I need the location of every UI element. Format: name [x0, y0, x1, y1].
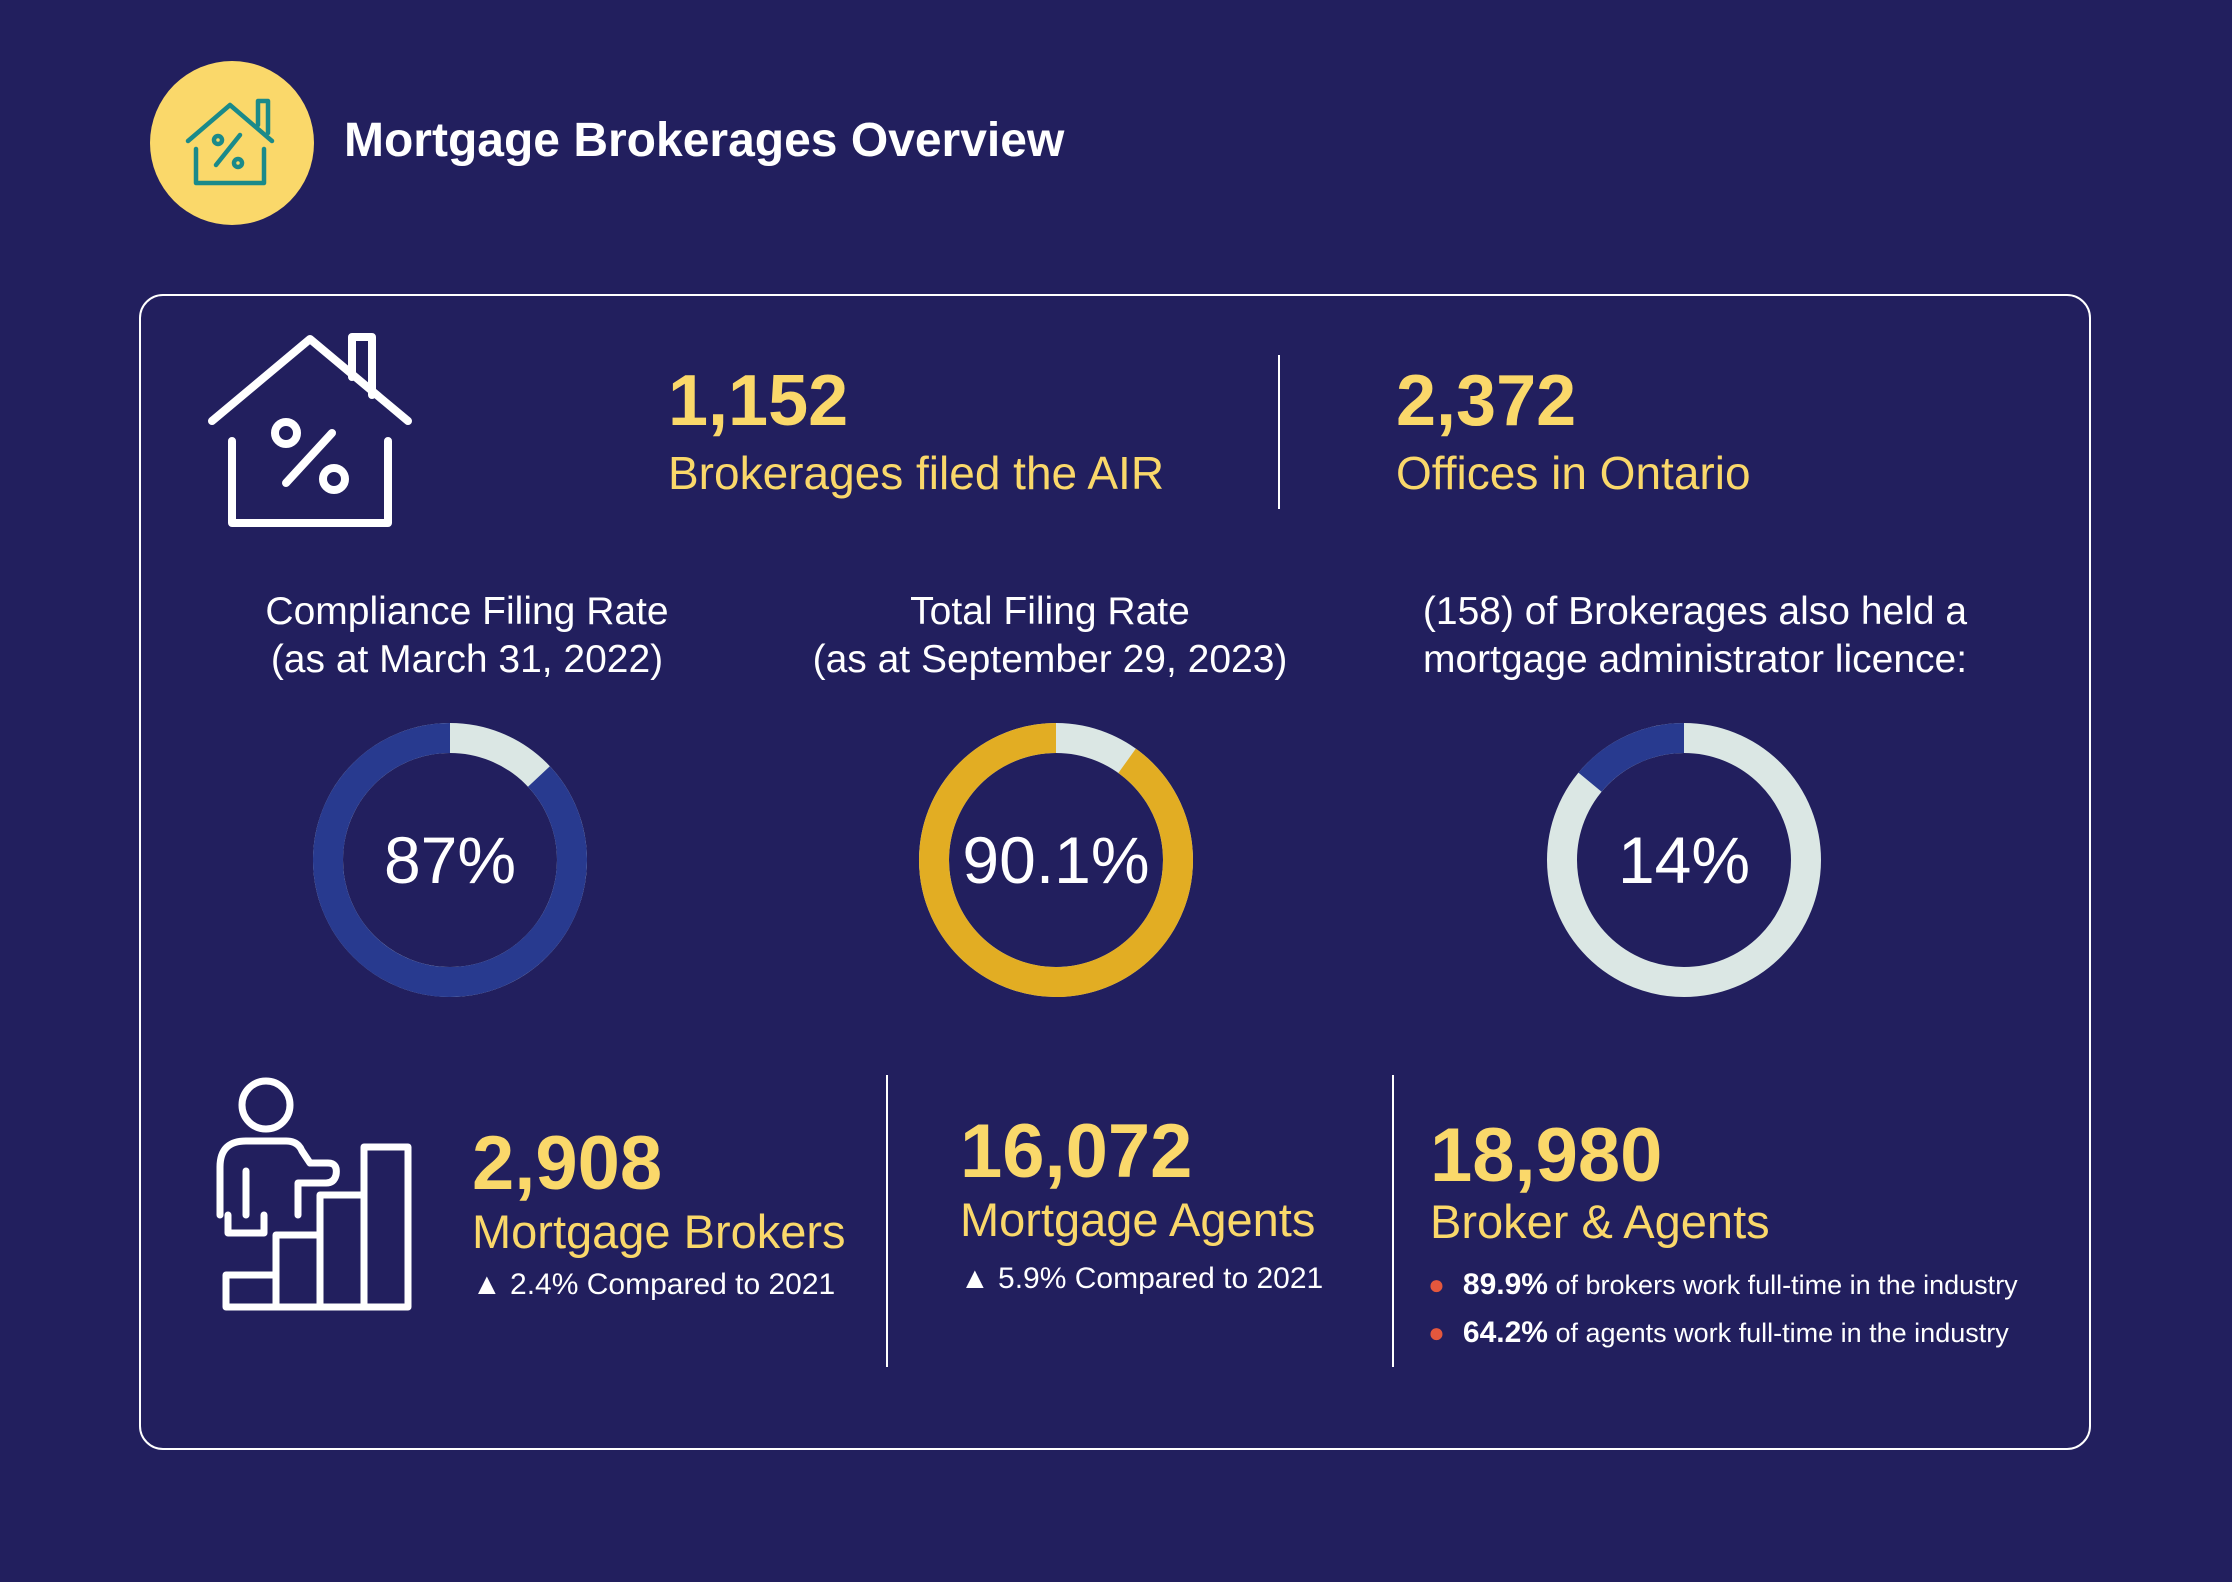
bottom-divider-1: [886, 1075, 888, 1367]
donut-fill-arc: [919, 723, 1193, 997]
bottom-divider-2: [1392, 1075, 1394, 1367]
top-divider: [1278, 355, 1280, 509]
bullet-brokers-text: of brokers work full-time in the industr…: [1555, 1270, 2018, 1300]
agents-change: ▲ 5.9% Compared to 2021: [960, 1262, 1324, 1295]
brokerages-label: Brokerages filed the AIR: [668, 447, 1165, 499]
brokerages-value: 1,152: [668, 361, 849, 441]
administrator-donut: [1547, 723, 1821, 997]
house-percent-icon: [185, 98, 275, 186]
total-caption-line2: (as at September 29, 2023): [812, 638, 1288, 681]
bullet-brokers: ● 89.9% of brokers work full-time in the …: [1428, 1268, 2018, 1302]
compliance-caption-line2: (as at March 31, 2022): [270, 638, 664, 681]
bullet-dot: ●: [1428, 1269, 1445, 1300]
total-caption-line1: Total Filing Rate: [910, 590, 1190, 633]
total-caption: Total Filing Rate (as at September 29, 2…: [770, 588, 1330, 684]
compliance-value: 87%: [383, 823, 517, 897]
brokers-value: 2,908: [472, 1121, 663, 1206]
house-percent-outline-icon: [208, 333, 412, 527]
compliance-caption-line1: Compliance Filing Rate: [265, 590, 669, 633]
administrator-caption-line1: (158) of Brokerages also held a: [1422, 590, 1968, 633]
total-value: 90.1%: [962, 823, 1150, 897]
agents-label: Mortgage Agents: [960, 1193, 1316, 1246]
administrator-caption-line2: mortgage administrator licence:: [1422, 638, 1968, 681]
agents-value: 16,072: [960, 1109, 1193, 1194]
bullet-dot: ●: [1428, 1317, 1445, 1348]
compliance-caption: Compliance Filing Rate (as at March 31, …: [217, 588, 717, 684]
donut-fill-arc: [1578, 723, 1685, 793]
page-title: Mortgage Brokerages Overview: [344, 114, 1065, 167]
brokers-label: Mortgage Brokers: [472, 1205, 846, 1258]
header-badge: [150, 61, 314, 225]
person-stairs-icon: [216, 1077, 412, 1311]
compliance-donut: [313, 723, 587, 997]
bullet-agents-text: of agents work full-time in the industry: [1555, 1318, 2009, 1348]
bullet-agents-value: 64.2%: [1462, 1316, 1548, 1349]
total-value-count: 18,980: [1430, 1113, 1663, 1198]
administrator-caption: (158) of Brokerages also held a mortgage…: [1370, 588, 2020, 684]
offices-value: 2,372: [1396, 361, 1577, 441]
brokers-change: ▲ 2.4% Compared to 2021: [472, 1268, 836, 1301]
total-label: Broker & Agents: [1430, 1195, 1770, 1248]
administrator-value: 14%: [1617, 823, 1751, 897]
total-donut: [919, 723, 1193, 997]
bullet-brokers-value: 89.9%: [1462, 1268, 1548, 1301]
overview-panel: [139, 294, 2091, 1450]
bullet-agents: ● 64.2% of agents work full-time in the i…: [1428, 1316, 2009, 1350]
donut-fill-arc: [313, 723, 587, 997]
offices-label: Offices in Ontario: [1396, 447, 1751, 499]
